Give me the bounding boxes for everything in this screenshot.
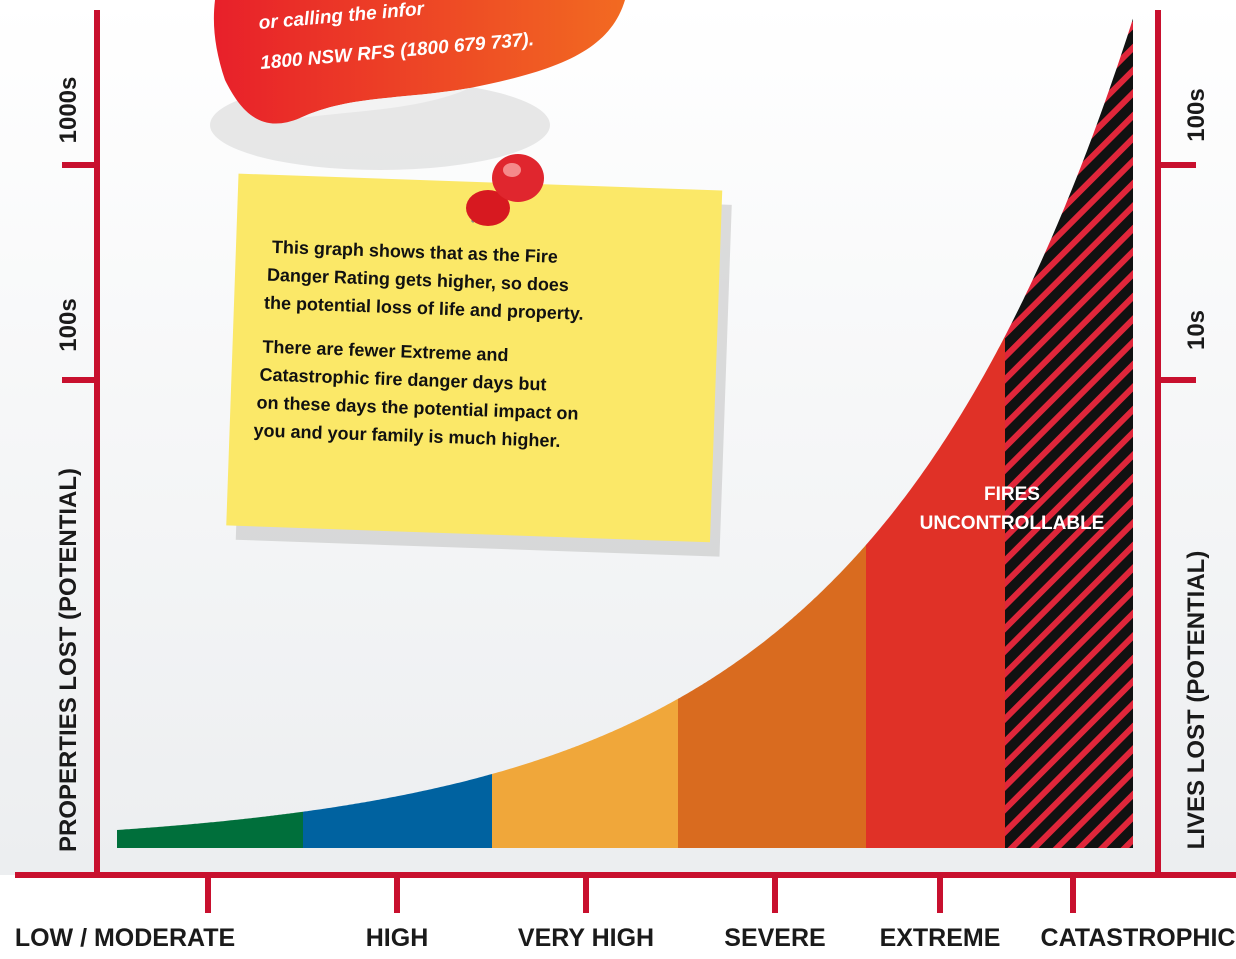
push-pin bbox=[466, 154, 544, 226]
risk-curve bbox=[117, 18, 1133, 849]
y2-tick-label: 10s bbox=[1183, 310, 1210, 350]
curve-segment bbox=[492, 698, 678, 848]
curve-segment bbox=[1005, 18, 1133, 849]
pin-highlight bbox=[503, 163, 521, 177]
curve-segment bbox=[866, 336, 1005, 848]
axes bbox=[15, 10, 1236, 913]
axis-title: PROPERTIES LOST (POTENTIAL) bbox=[55, 468, 82, 852]
category-label: SEVERE bbox=[724, 924, 825, 952]
category-label: VERY HIGH bbox=[518, 924, 654, 952]
y-tick-label: 100s bbox=[55, 298, 82, 351]
pin-body bbox=[466, 190, 510, 226]
note-paper bbox=[226, 173, 723, 543]
annotation: FIRES bbox=[984, 484, 1040, 505]
y2-tick-label: 100s bbox=[1183, 88, 1210, 141]
sticker-curl bbox=[300, 88, 470, 118]
annotation: UNCONTROLLABLE bbox=[920, 513, 1105, 534]
category-label: EXTREME bbox=[880, 924, 1001, 952]
category-label: HIGH bbox=[366, 924, 429, 952]
sticky-note: This graph shows that as the Fire Danger… bbox=[226, 173, 732, 557]
pin-head bbox=[492, 154, 544, 202]
category-label: LOW / MODERATE bbox=[15, 924, 235, 952]
category-label: CATASTROPHIC bbox=[1041, 924, 1236, 952]
y-tick-label: 1000s bbox=[55, 77, 82, 144]
curve-segment bbox=[117, 811, 303, 848]
sticker bbox=[213, 0, 626, 124]
curve-segment bbox=[678, 544, 866, 848]
axis-title: LIVES LOST (POTENTIAL) bbox=[1183, 551, 1210, 850]
curve-segment bbox=[303, 774, 492, 848]
